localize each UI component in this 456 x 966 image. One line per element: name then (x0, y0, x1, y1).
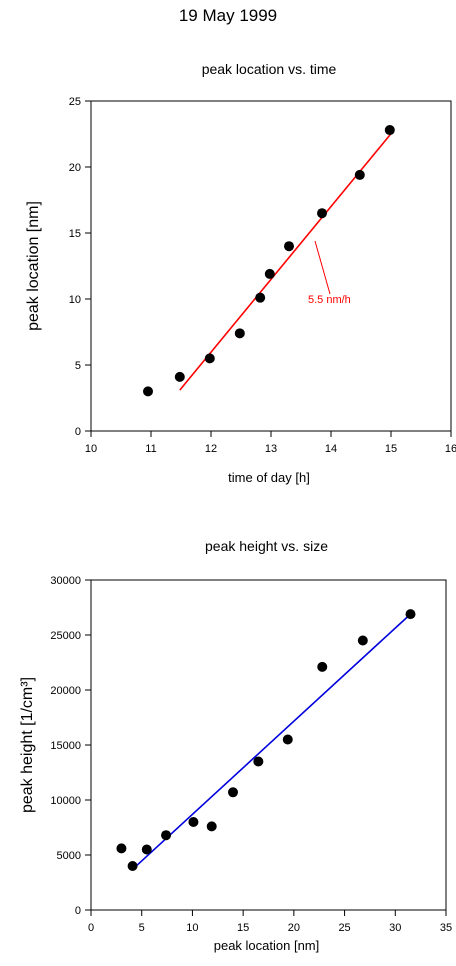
chart-title: peak location vs. time (202, 61, 337, 77)
fit-line (132, 613, 412, 870)
y-axis-label: peak height [1/cm³] (19, 677, 36, 813)
x-tick-label: 16 (445, 443, 456, 455)
data-point (161, 830, 172, 841)
data-point (282, 734, 293, 745)
y-tick-label: 25 (69, 96, 81, 108)
y-tick-label: 5000 (57, 850, 81, 862)
data-point (384, 125, 395, 136)
annotation-label: 5.5 nm/h (308, 294, 351, 306)
data-point (204, 353, 215, 364)
y-tick-label: 25000 (50, 630, 81, 642)
data-point (405, 609, 416, 620)
x-tick-label: 15 (237, 922, 249, 934)
annotation-leader-line (314, 240, 331, 295)
chart-peak-height-vs-size: peak height vs. size 0 5 10 15 20 25 30 35 0 5000 1… (19, 538, 452, 953)
x-tick-label: 5 (139, 922, 145, 934)
y-tick-label: 15000 (50, 740, 81, 752)
x-tick-label: 30 (389, 922, 401, 934)
data-point (143, 386, 153, 397)
chart-title: peak height vs. size (205, 538, 328, 554)
x-tick-label: 15 (385, 443, 397, 455)
data-point (317, 661, 328, 672)
data-point (141, 844, 152, 855)
x-tick-label: 10 (85, 443, 97, 455)
data-point (116, 843, 127, 854)
x-tick-label: 25 (338, 922, 350, 934)
data-point (188, 817, 199, 827)
y-tick-label: 0 (75, 905, 81, 917)
x-tick-label: 13 (265, 443, 277, 455)
x-tick-label: 20 (288, 922, 300, 934)
data-point (264, 268, 275, 279)
plot-frame (90, 100, 452, 432)
data-point (253, 756, 264, 767)
x-axis-label: time of day [h] (228, 470, 310, 485)
y-tick-label: 20 (69, 162, 81, 174)
y-tick-label: 15 (69, 228, 81, 240)
y-tick-label: 20000 (50, 685, 81, 697)
data-point (284, 241, 294, 252)
data-point (174, 371, 185, 382)
y-tick-label: 10000 (50, 795, 81, 807)
y-tick-label: 30000 (50, 575, 81, 587)
x-tick-label: 12 (205, 443, 217, 455)
y-tick-label: 10 (69, 294, 81, 306)
fit-line (179, 129, 395, 391)
data-point (255, 292, 266, 303)
x-tick-label: 11 (145, 443, 156, 455)
y-tick-label: 0 (75, 426, 81, 438)
x-axis-label: peak location [nm] (214, 938, 320, 953)
x-tick-label: 0 (88, 922, 94, 934)
data-point (127, 861, 138, 871)
y-tick-label: 5 (75, 360, 81, 372)
data-point (228, 787, 238, 798)
data-point (354, 169, 365, 180)
data-point (357, 635, 368, 646)
data-point (317, 208, 327, 219)
data-point (234, 328, 245, 339)
x-tick-label: 35 (440, 922, 452, 934)
x-tick-label: 14 (325, 443, 337, 455)
x-tick-label: 10 (186, 922, 198, 934)
chart-peak-location-vs-time: peak location vs. time 10 11 12 13 14 15 16 0 5 10… (25, 61, 456, 485)
y-axis-label: peak location [nm] (25, 201, 42, 331)
page-title: 19 May 1999 (178, 6, 278, 25)
data-point (206, 821, 217, 832)
